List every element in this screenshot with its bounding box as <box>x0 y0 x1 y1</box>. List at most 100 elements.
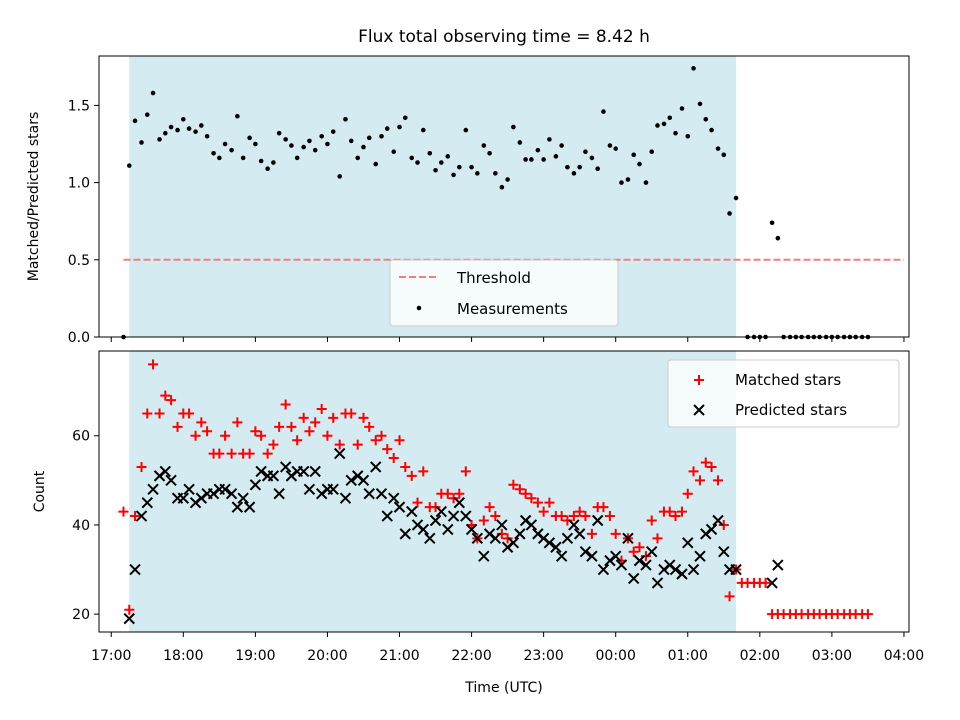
predicted-star-point <box>460 510 472 522</box>
matched-star-point <box>154 408 165 419</box>
legend-matched-label: Matched stars <box>735 371 841 389</box>
matched-star-point <box>274 421 285 432</box>
measurement-point <box>199 123 204 128</box>
matched-star-point <box>244 448 255 459</box>
predicted-star-point <box>237 492 249 504</box>
measurement-point <box>235 113 240 119</box>
matched-star-point <box>172 421 183 432</box>
matched-star-point <box>490 511 501 522</box>
predicted-star-point <box>609 550 622 562</box>
matched-star-point <box>695 475 706 486</box>
measurement-point <box>312 147 318 153</box>
predicted-star-point <box>327 483 339 495</box>
matched-star-point <box>664 506 675 517</box>
matched-star-point <box>280 399 291 410</box>
predicted-star-point <box>435 505 448 518</box>
predicted-star-point <box>129 563 141 576</box>
measurement-point <box>619 180 624 185</box>
predicted-star-point <box>375 488 388 500</box>
predicted-star-point <box>597 563 610 576</box>
matched-star-point <box>352 439 363 450</box>
matched-star-point <box>232 417 243 428</box>
measurement-point <box>307 138 312 144</box>
measurement-point <box>253 141 258 147</box>
predicted-star-point <box>447 510 460 522</box>
predicted-star-point <box>147 483 159 495</box>
predicted-star-point <box>123 612 135 625</box>
measurement-point <box>348 138 354 144</box>
y-tick-label: 1.0 <box>68 176 90 192</box>
legend-predicted-label: Predicted stars <box>735 401 847 419</box>
matched-star-point <box>713 475 724 486</box>
measurement-point <box>601 109 606 114</box>
measurement-point <box>427 150 433 156</box>
predicted-star-point <box>442 523 454 536</box>
x-tick-label: 00:00 <box>596 648 636 664</box>
measurement-point <box>493 171 498 176</box>
predicted-star-point <box>333 447 346 460</box>
measurement-point <box>607 143 613 148</box>
measurement-point <box>529 157 534 162</box>
predicted-star-point <box>718 546 730 558</box>
predicted-star-point <box>345 474 357 487</box>
measurement-point <box>181 117 186 122</box>
legend-matched-swatch <box>694 375 704 385</box>
count-y-axis-ticks: 20 40 60 <box>72 429 99 623</box>
measurement-point <box>301 144 306 150</box>
measurement-point <box>211 150 216 156</box>
y-tick-label: 60 <box>72 429 90 445</box>
matched-star-point <box>412 497 423 508</box>
matched-star-point <box>328 412 339 423</box>
ratio-y-axis-label: Matched/Predicted stars <box>26 112 42 282</box>
predicted-star-point <box>651 577 664 589</box>
matched-star-point <box>556 511 567 522</box>
measurement-point <box>157 137 162 142</box>
y-tick-label: 0.5 <box>68 253 90 269</box>
matched-star-point <box>136 461 147 472</box>
measurement-point <box>517 140 523 145</box>
predicted-stars-series <box>123 447 784 625</box>
matched-star-point <box>484 502 495 513</box>
measurement-point <box>402 115 408 121</box>
predicted-star-point <box>417 523 429 536</box>
measurement-point <box>186 126 192 131</box>
predicted-star-point <box>615 559 628 571</box>
x-tick-label: 18:00 <box>163 648 203 664</box>
matched-star-point <box>334 439 345 450</box>
measurement-point <box>325 141 330 147</box>
matched-star-point <box>322 430 333 441</box>
matched-star-point <box>406 470 417 481</box>
measurement-point <box>420 127 426 133</box>
measurement-point <box>613 146 618 151</box>
measurement-point <box>595 166 600 172</box>
measurement-point <box>631 152 637 158</box>
predicted-star-point <box>591 514 604 527</box>
measurement-point <box>499 184 505 190</box>
y-tick-label: 1.5 <box>68 98 90 114</box>
predicted-star-point <box>586 550 598 562</box>
measurement-point <box>691 66 696 71</box>
predicted-star-point <box>489 532 502 545</box>
matched-star-point <box>574 506 585 517</box>
measurement-point <box>373 161 379 167</box>
measurement-point <box>487 150 492 156</box>
predicted-star-point <box>165 474 177 487</box>
matched-star-point <box>346 408 357 419</box>
matched-star-point <box>130 511 141 522</box>
predicted-star-point <box>309 465 321 478</box>
matched-star-point <box>514 484 525 495</box>
x-tick-label: 04:00 <box>884 648 924 664</box>
legend-box <box>389 259 619 327</box>
predicted-star-point <box>646 546 658 558</box>
ratio-y-axis-ticks: 0.0 0.5 1.0 1.5 <box>68 98 99 346</box>
measurement-point <box>168 124 174 130</box>
chart-title: Flux total observing time = 8.42 h <box>358 27 650 47</box>
matched-star-point <box>262 448 273 459</box>
predicted-star-point <box>705 523 718 536</box>
matched-star-point <box>388 453 399 464</box>
matched-star-point <box>190 430 201 441</box>
matched-star-point <box>184 408 195 419</box>
matched-star-point <box>292 435 303 446</box>
matched-star-point <box>214 448 225 459</box>
x-tick-label: 20:00 <box>307 648 347 664</box>
